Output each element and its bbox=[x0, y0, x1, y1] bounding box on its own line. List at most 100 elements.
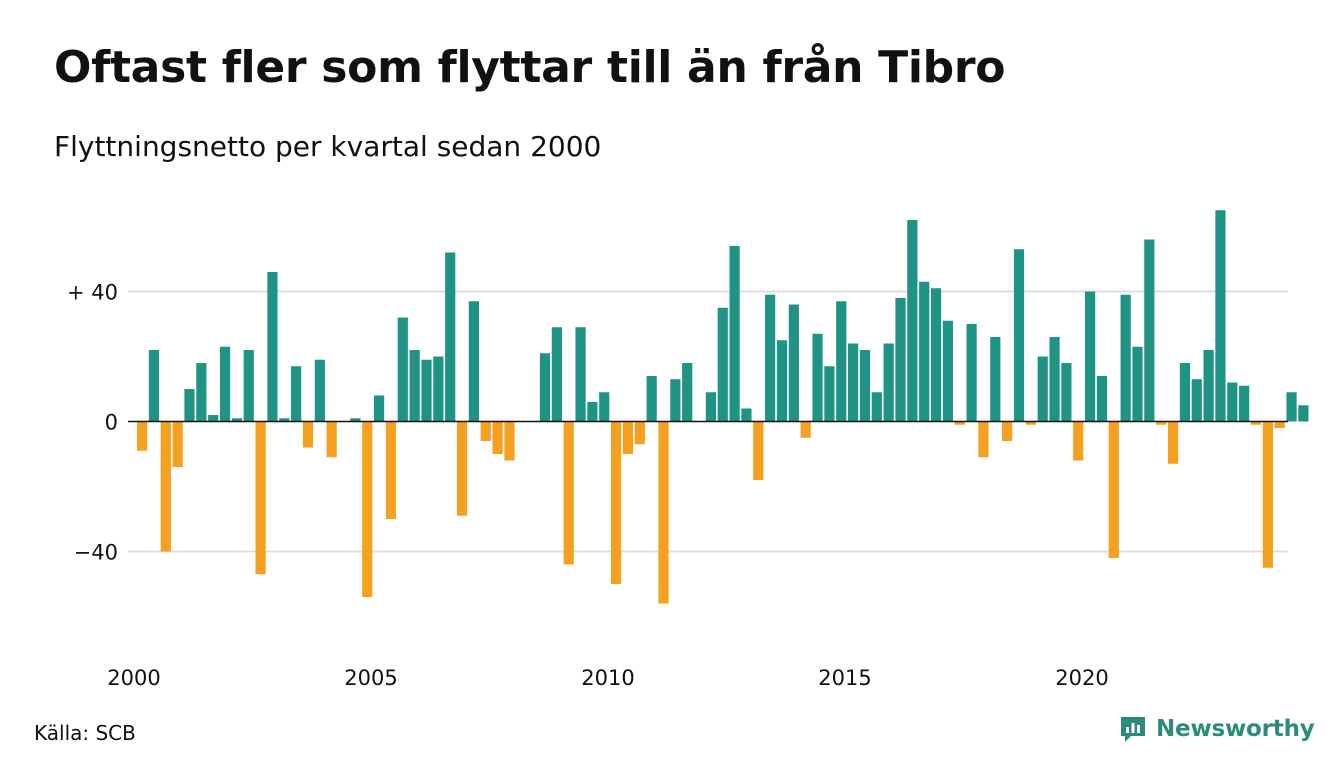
bar bbox=[184, 389, 195, 422]
bar bbox=[729, 246, 740, 422]
y-tick-label: + 40 bbox=[67, 281, 118, 305]
bar bbox=[219, 346, 231, 422]
bar bbox=[326, 421, 337, 458]
bar bbox=[1049, 337, 1060, 422]
bar bbox=[788, 304, 799, 422]
bar bbox=[267, 272, 278, 422]
bar bbox=[314, 359, 325, 422]
bar bbox=[1286, 392, 1297, 422]
bar bbox=[1167, 421, 1179, 464]
bar bbox=[765, 294, 776, 422]
bar bbox=[137, 421, 148, 451]
bar bbox=[776, 340, 788, 422]
bar bbox=[504, 421, 515, 461]
x-tick-label: 2010 bbox=[581, 666, 634, 690]
bar bbox=[362, 421, 373, 597]
bar bbox=[302, 421, 314, 448]
bar bbox=[1132, 346, 1143, 422]
x-tick-label: 2020 bbox=[1055, 666, 1108, 690]
bar bbox=[812, 333, 823, 422]
bar bbox=[1096, 376, 1108, 422]
bar bbox=[599, 392, 610, 422]
y-tick-label: 0 bbox=[105, 411, 118, 435]
bar bbox=[409, 350, 420, 422]
bar bbox=[990, 337, 1001, 422]
bar bbox=[148, 350, 160, 422]
x-tick-label: 2005 bbox=[344, 666, 397, 690]
bar bbox=[895, 298, 906, 422]
bar bbox=[196, 363, 207, 422]
bar bbox=[1013, 249, 1025, 422]
bar bbox=[279, 418, 290, 422]
bar bbox=[1144, 239, 1155, 422]
bar bbox=[160, 421, 171, 552]
bar bbox=[1298, 405, 1309, 422]
bar bbox=[622, 421, 634, 454]
bar bbox=[1085, 291, 1096, 422]
bar bbox=[634, 421, 645, 445]
bar bbox=[682, 363, 693, 422]
axes: + 40 0 −40 2000 2005 2010 2015 2020 bbox=[67, 281, 1288, 690]
bar bbox=[836, 301, 847, 422]
bar bbox=[907, 220, 918, 422]
bar bbox=[741, 408, 752, 422]
bar bbox=[492, 421, 503, 454]
bar bbox=[1274, 421, 1285, 428]
bar bbox=[456, 421, 468, 516]
bar bbox=[1203, 350, 1214, 422]
bar bbox=[575, 327, 586, 422]
bar bbox=[930, 288, 942, 422]
bar bbox=[1108, 421, 1119, 558]
bar bbox=[646, 376, 657, 422]
bar bbox=[1227, 382, 1238, 422]
bar bbox=[1215, 210, 1226, 422]
bar bbox=[1061, 363, 1072, 422]
bar bbox=[433, 356, 444, 422]
bar bbox=[587, 402, 598, 422]
bar bbox=[978, 421, 989, 458]
bar bbox=[231, 418, 242, 422]
bar bbox=[539, 353, 551, 422]
bar bbox=[859, 350, 871, 422]
bar bbox=[1073, 421, 1084, 461]
bar bbox=[824, 366, 835, 422]
bar bbox=[1002, 421, 1013, 441]
x-tick-label: 2015 bbox=[818, 666, 871, 690]
bars bbox=[137, 210, 1309, 604]
brand-logo[interactable]: Newsworthy bbox=[1118, 714, 1315, 744]
bar bbox=[753, 421, 764, 480]
bar bbox=[350, 418, 361, 422]
bar bbox=[1025, 421, 1036, 425]
bar bbox=[1262, 421, 1273, 568]
bar bbox=[1156, 421, 1167, 425]
bar bbox=[1037, 356, 1048, 422]
x-tick-label: 2000 bbox=[107, 666, 160, 690]
bar bbox=[717, 307, 728, 422]
bar bbox=[243, 350, 254, 422]
bar bbox=[871, 392, 882, 422]
bar bbox=[172, 421, 183, 467]
bar bbox=[966, 324, 977, 422]
newsworthy-logo-icon bbox=[1121, 717, 1145, 742]
bar bbox=[1250, 421, 1262, 425]
bar bbox=[919, 281, 930, 422]
bar bbox=[670, 379, 681, 422]
brand-name: Newsworthy bbox=[1156, 716, 1315, 742]
bar bbox=[551, 327, 562, 422]
bar bbox=[848, 343, 859, 422]
bar bbox=[705, 392, 716, 422]
y-tick-label: −40 bbox=[74, 541, 118, 565]
bar bbox=[291, 366, 302, 422]
bar bbox=[954, 421, 965, 425]
bar bbox=[883, 343, 894, 422]
source-note: Källa: SCB bbox=[34, 721, 136, 745]
bar bbox=[468, 301, 479, 422]
bar bbox=[445, 252, 456, 422]
bar bbox=[480, 421, 491, 441]
bar bbox=[385, 421, 397, 519]
bar bbox=[255, 421, 266, 575]
chart-title: Oftast fler som flyttar till än från Tib… bbox=[54, 42, 1006, 93]
bar bbox=[397, 317, 408, 422]
chart-subtitle: Flyttningsnetto per kvartal sedan 2000 bbox=[54, 130, 602, 163]
